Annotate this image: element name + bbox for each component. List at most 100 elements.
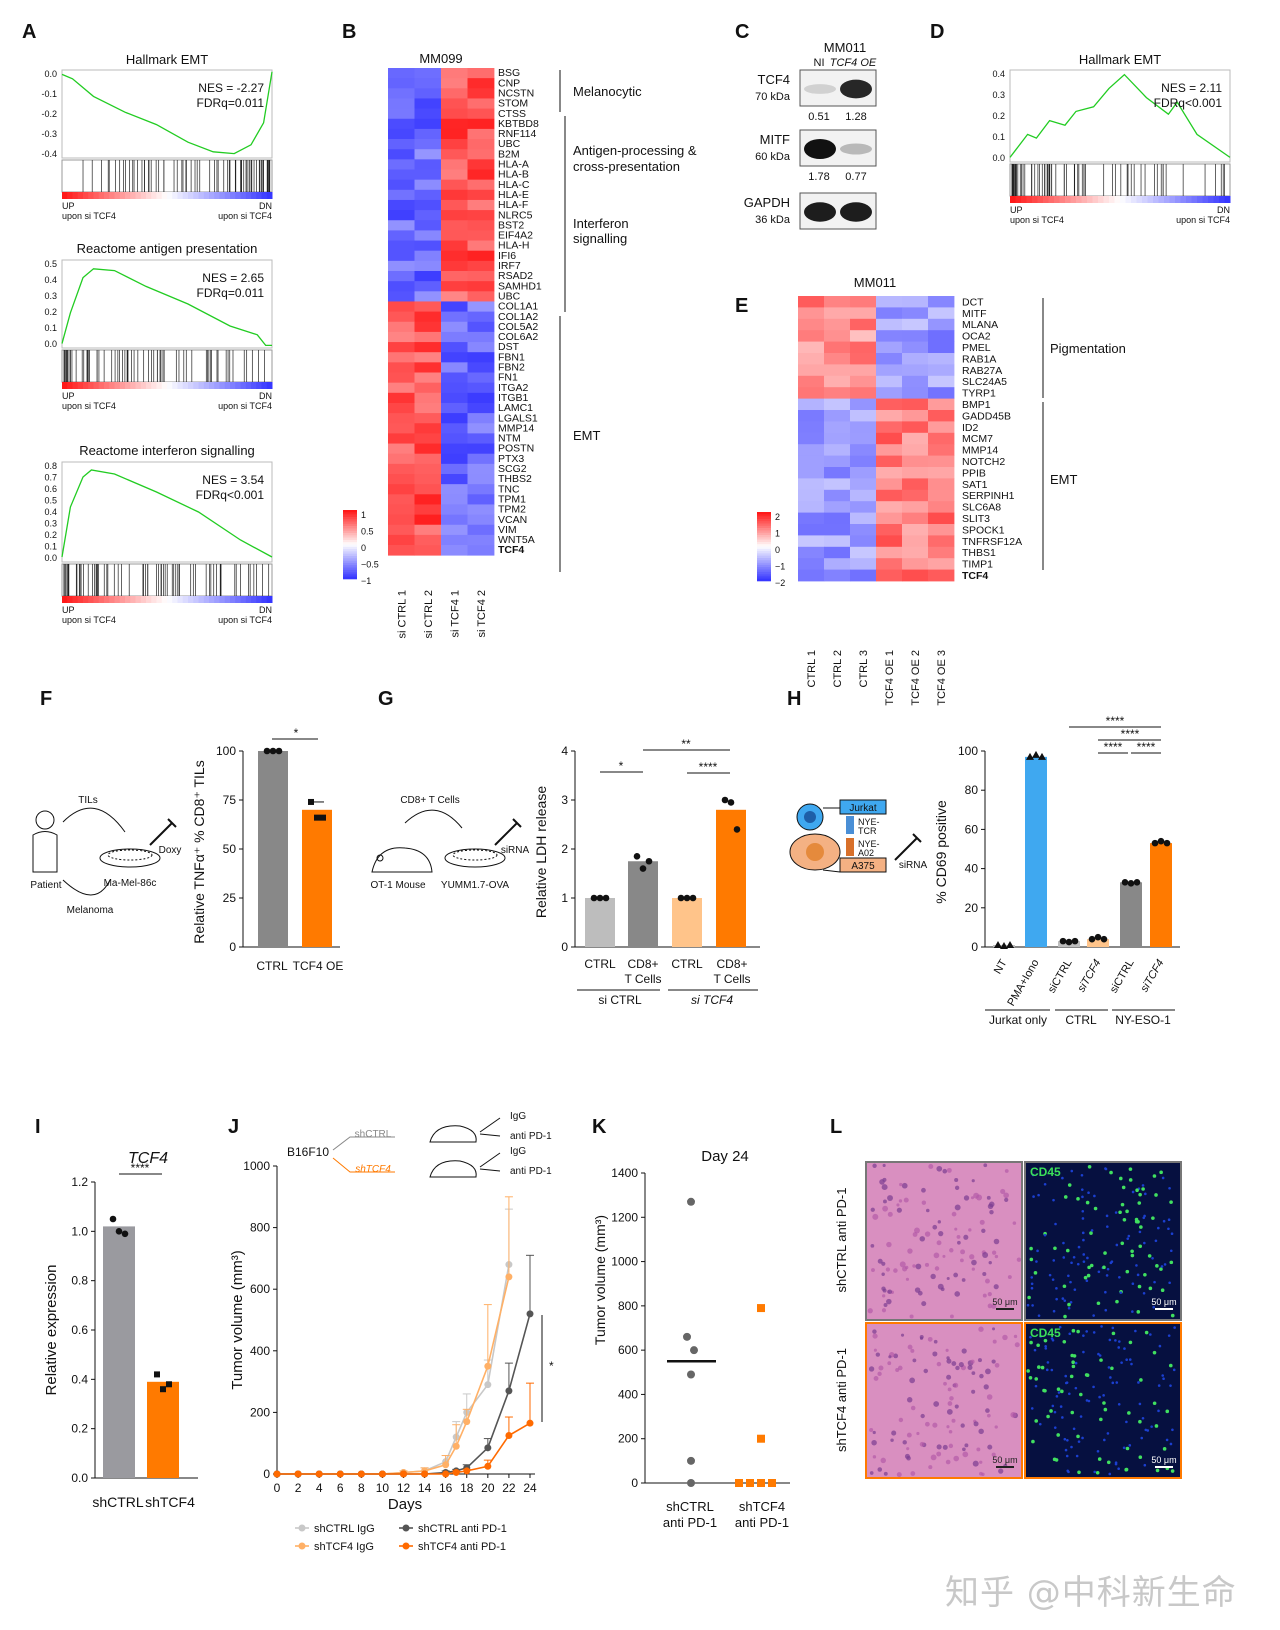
heatmap-cell (824, 341, 851, 354)
heatmap-gene-label: HLA-E (498, 189, 529, 201)
patient-body-icon (32, 831, 58, 873)
heatmap-cell (441, 494, 468, 505)
heatmap-cell (798, 535, 825, 548)
gsea-rank-segment (1070, 196, 1077, 203)
heatmap-cell (388, 149, 415, 160)
colorscale-segment (343, 539, 357, 543)
colorscale-segment (757, 528, 771, 531)
he-nucleus (1010, 1411, 1017, 1418)
cd45-cell (1148, 1286, 1153, 1291)
k-y-tick-label: 1400 (611, 1166, 638, 1180)
gsea-y-tick: 0.5 (44, 496, 57, 506)
he-nucleus (888, 1355, 892, 1359)
he-nucleus (981, 1228, 986, 1233)
cd45-cell (1125, 1269, 1130, 1274)
he-nucleus (872, 1430, 876, 1435)
gsea-rank-segment (261, 596, 268, 603)
he-nucleus (968, 1228, 972, 1232)
western-size: 70 kDa (755, 91, 791, 103)
g-x-label: T Cells (713, 972, 750, 986)
cd45-cell (1096, 1301, 1101, 1306)
gsea-rank-segment (67, 192, 73, 199)
gsea-rank-segment (1076, 196, 1082, 203)
heatmap-cell (928, 512, 955, 525)
j-x-label: Days (388, 1496, 422, 1513)
heatmap-cell (388, 484, 415, 495)
cd45-cell (1089, 1263, 1094, 1268)
j-treat-arrow (479, 1152, 501, 1172)
nucleus-dot (1035, 1260, 1038, 1263)
heatmap-cell (414, 179, 442, 191)
j-series-point (357, 1470, 365, 1478)
k-point-tcf4 (735, 1479, 743, 1487)
gsea-rank-segment (1158, 196, 1165, 203)
nucleus-dot (1043, 1182, 1047, 1186)
nucleus-dot (1064, 1448, 1068, 1452)
heatmap-cell (850, 330, 877, 342)
nucleus-dot (1138, 1402, 1142, 1406)
colorscale-segment (343, 558, 357, 561)
heatmap-cell (798, 478, 825, 491)
gsea-rank-segment (219, 192, 226, 199)
nucleus-dot (1031, 1173, 1035, 1177)
he-nucleus (958, 1362, 964, 1368)
heatmap-cell (441, 159, 468, 170)
heatmap-cell (441, 210, 468, 221)
cd45-cell (1136, 1310, 1141, 1314)
he-nucleus (982, 1252, 989, 1258)
heatmap-sample-label: CTRL 2 (832, 650, 844, 688)
cd45-cell (1141, 1187, 1145, 1191)
gsea-rank-segment (98, 596, 105, 603)
nucleus-dot (1142, 1292, 1146, 1295)
gsea-dn-label: DN (1217, 205, 1230, 215)
he-nucleus (887, 1361, 892, 1366)
melanoma-label: Melanoma (67, 905, 114, 916)
gsea-title: Hallmark EMT (1079, 52, 1161, 67)
gsea-rank-segment (235, 596, 241, 603)
heatmap-cell (850, 307, 877, 320)
heatmap-cell (441, 443, 468, 455)
heatmap-cell (902, 512, 929, 525)
he-nucleus (969, 1254, 975, 1260)
f-y-tick-label: 0 (229, 940, 236, 954)
he-nucleus (1013, 1334, 1018, 1339)
he-nucleus (871, 1439, 877, 1446)
nucleus-dot (1030, 1407, 1034, 1410)
h-bar (1120, 882, 1142, 947)
h-y-label: % CD69 positive (933, 800, 949, 904)
nucleus-dot (1125, 1358, 1128, 1362)
cd45-cell (1026, 1369, 1030, 1373)
he-nucleus (924, 1231, 931, 1237)
gsea-y-tick: 0.0 (44, 69, 57, 79)
heatmap-cell (902, 330, 929, 342)
he-nucleus (893, 1268, 898, 1273)
heatmap-cell (902, 569, 929, 582)
i-y-tick-label: 0.2 (71, 1422, 88, 1436)
heatmap-cell (441, 514, 468, 526)
cd45-cell (1124, 1467, 1128, 1472)
gsea-rank-segment (167, 382, 173, 389)
group-label-interferon: Interferon (573, 216, 629, 231)
cd45-cell (1087, 1265, 1091, 1270)
he-nucleus (985, 1408, 990, 1413)
heatmap-cell (388, 321, 415, 333)
he-nucleus (887, 1195, 893, 1201)
h-sig-label: **** (1104, 740, 1123, 754)
heatmap-gene-label: PTX3 (498, 453, 524, 465)
j-series-line (277, 1313, 531, 1475)
he-nucleus (948, 1443, 954, 1449)
gsea-rank-segment (203, 382, 210, 389)
dish-cells (107, 849, 153, 861)
heatmap-cell (928, 489, 955, 502)
heatmap-cell (414, 311, 442, 323)
j-mouse-icon (429, 1125, 477, 1143)
nucleus-dot (1097, 1352, 1100, 1356)
heatmap-gene-label: COL6A2 (498, 331, 538, 343)
heatmap-gene-label: ID2 (962, 422, 979, 434)
he-nucleus (872, 1455, 877, 1459)
heatmap-gene-label: HLA-B (498, 169, 529, 181)
nucleus-dot (1062, 1241, 1065, 1245)
nucleus-dot (1142, 1216, 1146, 1220)
he-nucleus (946, 1408, 953, 1415)
cd45-cell (1170, 1313, 1175, 1318)
